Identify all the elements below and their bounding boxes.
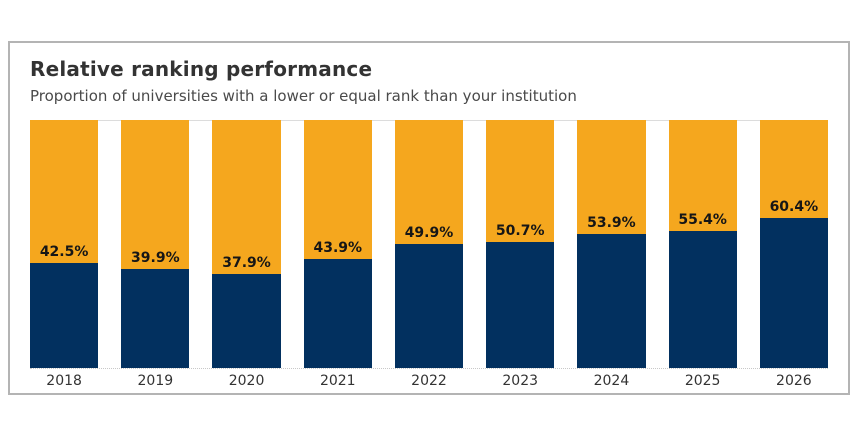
bar-column-2019: 39.9% (121, 120, 190, 368)
bar-segment-lower-or-equal (212, 274, 281, 368)
chart-frame: Relative ranking performance Proportion … (8, 41, 850, 395)
bar-data-label: 37.9% (222, 255, 271, 272)
bar-segment-remainder (30, 120, 99, 263)
x-axis-tick-label: 2020 (228, 373, 265, 389)
bar-segment-remainder (394, 120, 464, 245)
chart-title: Relative ranking performance (30, 57, 373, 81)
bar-segment-remainder (212, 120, 281, 274)
bar-data-label: 53.9% (587, 215, 636, 232)
bar-segment-lower-or-equal (121, 269, 190, 368)
x-axis-labels: 2018 2019 2020 2021 2022 2023 2024 2025 2026 (30, 373, 828, 389)
bar-segment-lower-or-equal (394, 244, 464, 368)
bar-segment-remainder (486, 120, 555, 243)
x-axis-tick-label: 2019 (137, 373, 174, 389)
bar-segment-lower-or-equal (30, 262, 99, 368)
bar-data-label: 43.9% (313, 240, 363, 257)
bar-segment-remainder (121, 120, 190, 270)
bar-data-label: 39.9% (131, 250, 180, 267)
x-axis-tick-label: 2025 (684, 373, 721, 389)
bar-column-2023: 50.7% (486, 120, 555, 368)
bar-column-2026: 60.4% (759, 120, 828, 368)
bar-segment-remainder (303, 120, 372, 260)
x-axis-tick-label: 2021 (319, 373, 356, 389)
bar-segment-lower-or-equal (486, 242, 555, 368)
gridline-0pct (30, 368, 828, 369)
x-axis-tick-label: 2018 (46, 373, 82, 389)
bar-segment-lower-or-equal (303, 259, 372, 368)
bar-column-2021: 43.9% (303, 120, 372, 368)
bar-data-label: 55.4% (678, 211, 727, 228)
bar-column-2022: 49.9% (394, 120, 464, 368)
bar-column-2018: 42.5% (30, 120, 99, 368)
x-axis-tick-label: 2023 (502, 373, 539, 389)
bar-segment-lower-or-equal (668, 230, 737, 368)
bar-segment-lower-or-equal (577, 234, 646, 368)
bar-data-label: 49.9% (404, 225, 454, 242)
bar-segment-remainder (759, 120, 828, 219)
x-axis-tick-label: 2022 (411, 373, 447, 389)
bar-segment-remainder (577, 120, 646, 235)
bars-container: 42.5% 39.9% 37.9% 43.9% 49.9% 50.7% 53.9% 55.4%… (30, 120, 828, 368)
bar-segment-remainder (668, 120, 737, 231)
bar-column-2025: 55.4% (668, 120, 737, 368)
bar-data-label: 50.7% (495, 223, 545, 240)
bar-data-label: 42.5% (39, 243, 89, 260)
bar-column-2024: 53.9% (577, 120, 646, 368)
chart-subtitle: Proportion of universities with a lower … (30, 87, 577, 105)
bar-column-2020: 37.9% (212, 120, 281, 368)
plot-area: 42.5% 39.9% 37.9% 43.9% 49.9% 50.7% 53.9% 55.4%… (30, 120, 828, 369)
bar-data-label: 60.4% (769, 199, 819, 216)
x-axis-tick-label: 2026 (776, 373, 812, 389)
bar-segment-lower-or-equal (759, 218, 828, 368)
x-axis-tick-label: 2024 (593, 373, 630, 389)
